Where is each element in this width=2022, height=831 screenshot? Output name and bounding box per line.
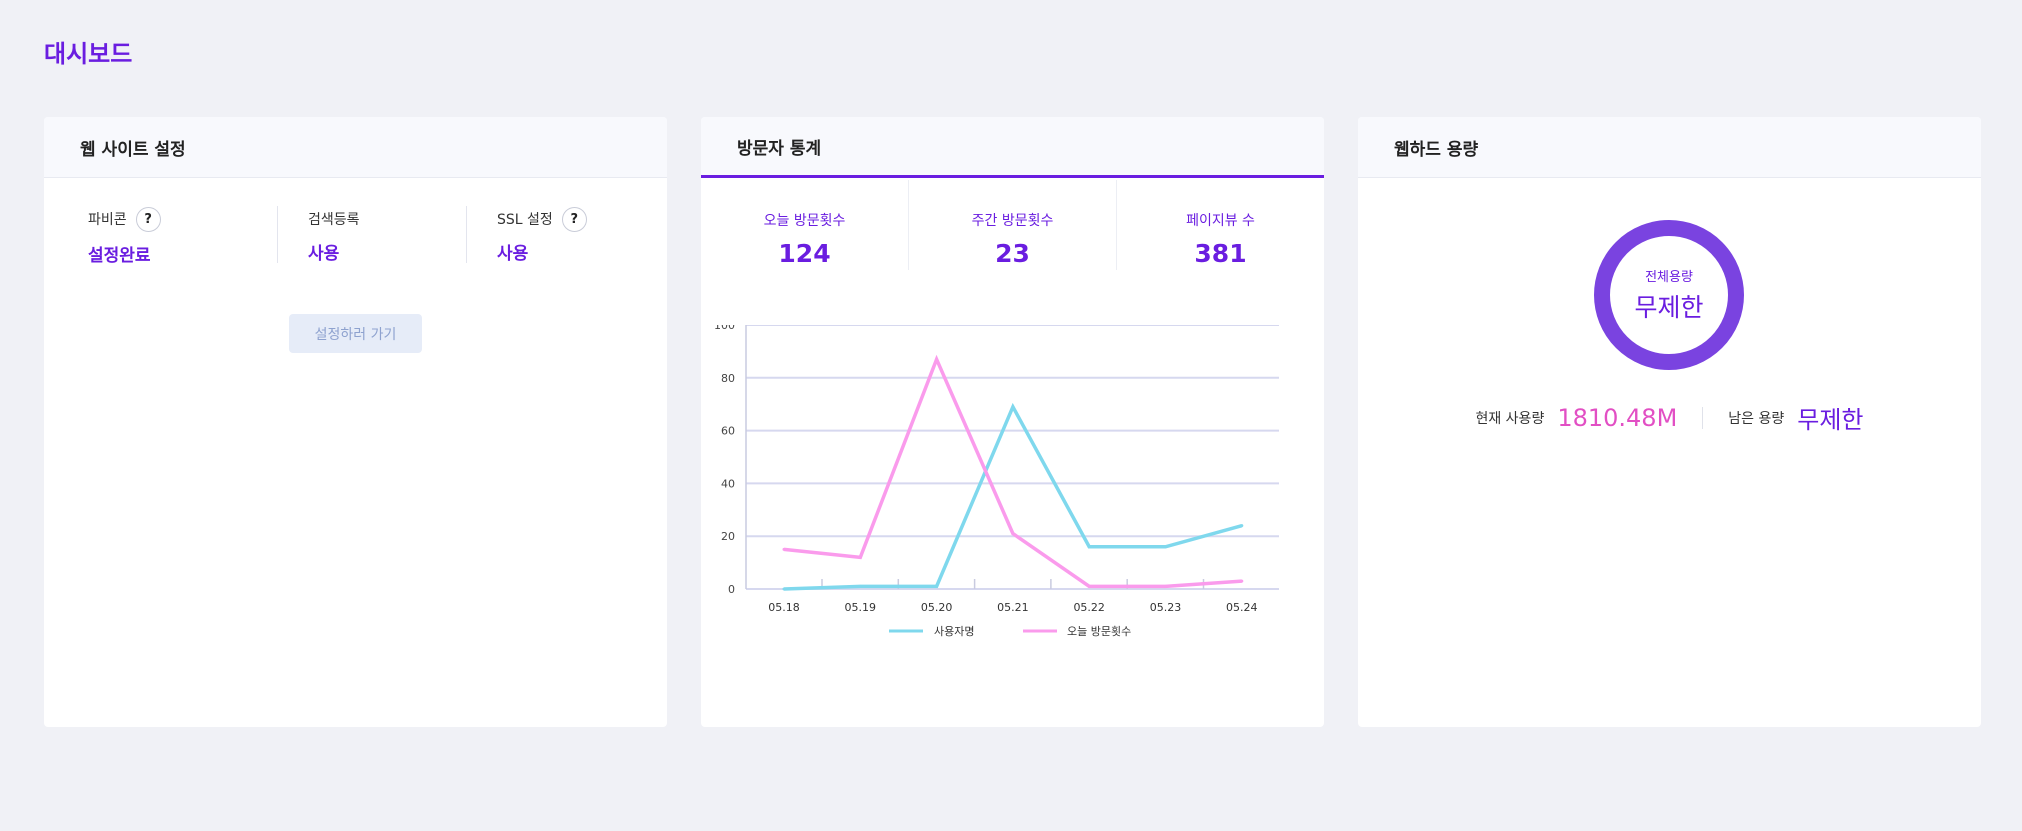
data-point (782, 547, 786, 551)
data-point (1164, 545, 1167, 549)
data-point (782, 587, 786, 591)
stat-today-label: 오늘 방문횟수 (763, 213, 846, 229)
setting-search-value: 사용 (308, 244, 340, 264)
stat-pageview-value: 381 (1194, 239, 1247, 268)
data-point (1011, 532, 1015, 536)
used-label: 현재 사용량 (1475, 410, 1545, 427)
usage-divider (1702, 406, 1704, 429)
y-tick-label: 60 (721, 425, 735, 438)
stat-weekly: 주간 방문횟수 23 (908, 180, 1116, 270)
setting-favicon: 파비콘 ? 설정완료 (88, 206, 277, 266)
x-tick-label: 05.18 (768, 601, 800, 614)
data-point (1087, 584, 1091, 588)
setting-ssl-label: SSL 설정 (497, 212, 553, 228)
used-value: 1810.48M (1557, 403, 1678, 432)
help-icon[interactable]: ? (561, 206, 587, 232)
setting-ssl-value: 사용 (497, 244, 529, 264)
legend-label: 사용자명 (934, 625, 974, 638)
storage-usage-row: 현재 사용량 1810.48M 남은 용량 무제한 (1358, 400, 1981, 435)
storage-total-label: 전체용량 (1645, 270, 1693, 285)
site-settings-header: 웹 사이트 설정 (44, 117, 667, 178)
data-point (858, 584, 862, 588)
site-settings-card: 웹 사이트 설정 파비콘 ? 설정완료 검색등록 사용 SSL 설정 ? 사용 … (44, 117, 667, 727)
setting-favicon-value: 설정완료 (88, 246, 151, 266)
legend-label: 오늘 방문횟수 (1067, 625, 1131, 638)
stat-today-value: 124 (778, 239, 831, 268)
stat-weekly-label: 주간 방문횟수 (971, 213, 1054, 229)
x-tick-label: 05.21 (997, 601, 1029, 614)
stat-pageview-label: 페이지뷰 수 (1186, 213, 1255, 229)
y-tick-label: 40 (721, 477, 735, 490)
y-tick-label: 80 (721, 372, 735, 385)
stat-today: 오늘 방문횟수 124 (701, 180, 908, 270)
visitor-stats-card: 방문자 통계 오늘 방문횟수 124 주간 방문횟수 23 페이지뷰 수 381… (701, 117, 1324, 727)
data-point (1240, 524, 1244, 528)
stats-row: 오늘 방문횟수 124 주간 방문횟수 23 페이지뷰 수 381 (701, 180, 1324, 270)
setting-search-label: 검색등록 (308, 212, 360, 228)
setting-favicon-label: 파비콘 (88, 212, 127, 228)
data-point (1011, 405, 1015, 409)
remain-value: 무제한 (1797, 406, 1864, 434)
setting-search: 검색등록 사용 (277, 206, 466, 264)
data-point (935, 357, 939, 361)
data-point (935, 584, 939, 588)
x-tick-label: 05.20 (921, 601, 953, 614)
page-title: 대시보드 (44, 40, 133, 68)
series-line-1 (783, 402, 1243, 591)
y-tick-label: 20 (721, 530, 735, 543)
stat-weekly-value: 23 (995, 239, 1030, 268)
y-tick-label: 100 (714, 325, 735, 332)
data-point (1087, 545, 1091, 549)
storage-header: 웹하드 용량 (1358, 117, 1981, 178)
storage-total-value: 무제한 (1634, 293, 1704, 322)
x-tick-label: 05.19 (845, 601, 877, 614)
y-tick-label: 0 (728, 583, 735, 596)
setting-ssl: SSL 설정 ? 사용 (466, 206, 655, 264)
visitor-line-chart: 0 20 40 60 80 100 05.18 05.19 05.20 05.21 05.22 05.… (714, 325, 1279, 638)
series-line-2 (783, 354, 1242, 589)
help-icon[interactable]: ? (135, 206, 161, 232)
x-tick-label: 05.23 (1150, 601, 1182, 614)
storage-donut: 전체용량 무제한 (1594, 220, 1744, 370)
x-tick-label: 05.24 (1226, 601, 1258, 614)
settings-list: 파비콘 ? 설정완료 검색등록 사용 SSL 설정 ? 사용 (44, 178, 667, 266)
data-point (1164, 584, 1167, 588)
go-settings-button[interactable]: 설정하러 가기 (289, 314, 422, 353)
data-point (1240, 579, 1244, 583)
visitor-stats-header: 방문자 통계 (701, 117, 1324, 178)
remain-label: 남은 용량 (1728, 410, 1785, 427)
stat-pageview: 페이지뷰 수 381 (1116, 180, 1324, 270)
x-tick-label: 05.22 (1073, 601, 1105, 614)
data-point (858, 555, 862, 559)
storage-card: 웹하드 용량 전체용량 무제한 현재 사용량 1810.48M 남은 용량 무제… (1358, 117, 1981, 727)
